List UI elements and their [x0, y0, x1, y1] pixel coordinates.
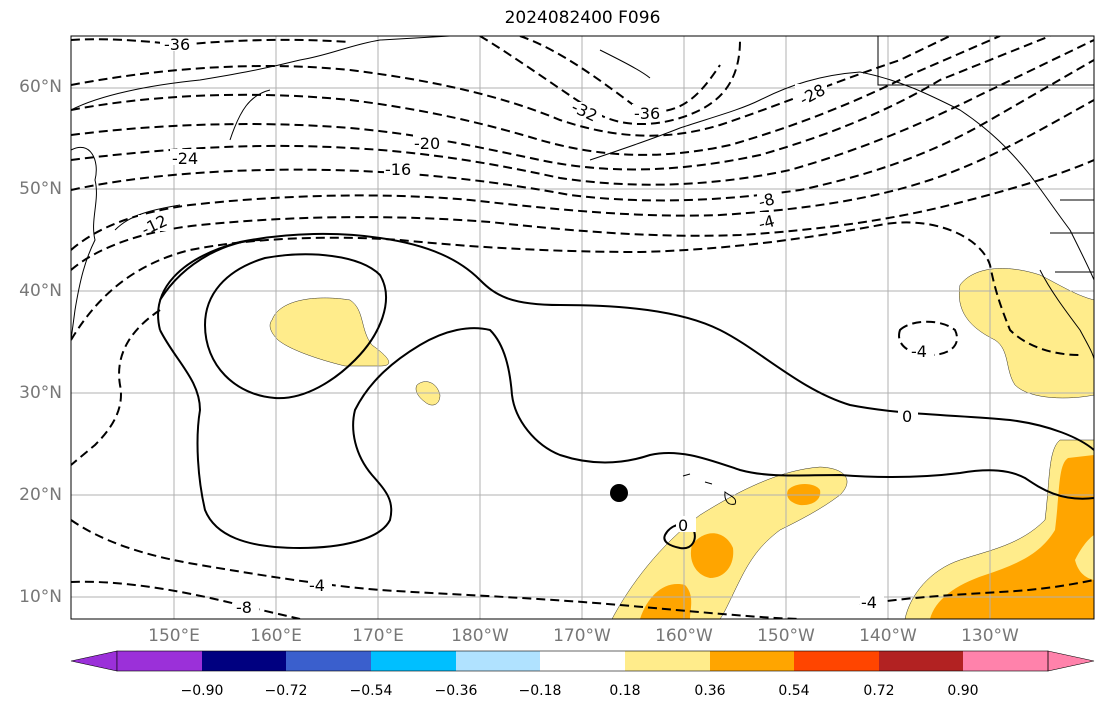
longitude-label: 180°W — [451, 626, 509, 646]
coast-border-2 — [1050, 199, 1094, 273]
graticule — [71, 36, 1094, 619]
colorbar-tick-label: −0.72 — [264, 683, 308, 699]
colorbar-tick-label: 0.90 — [947, 683, 979, 699]
colorbar-tick-label: −0.18 — [518, 683, 562, 699]
colorbar-segment — [625, 651, 710, 671]
latitude-label: 20°N — [19, 485, 62, 505]
contour-label: 0 — [902, 407, 912, 426]
coast-alaska — [599, 49, 1094, 281]
colorbar-tick-label: −0.54 — [349, 683, 393, 699]
colorbar-tick-label: −0.36 — [434, 683, 478, 699]
contour-neg4-loop-east — [898, 320, 958, 357]
shaded-anomaly-areas — [269, 268, 1094, 619]
contour-label: -8 — [756, 189, 776, 211]
coast-hawaii — [682, 473, 737, 505]
contour-neg16 — [71, 59, 1094, 202]
colorbar-extend-low — [70, 650, 118, 672]
contour-neg4-west — [71, 221, 1081, 356]
shade-yellow-west — [269, 297, 390, 367]
coastlines — [71, 36, 1094, 505]
contour-label: -4 — [756, 211, 776, 233]
contour-neg4-west-lower — [71, 309, 161, 466]
coast-north-america — [1039, 269, 1094, 361]
longitude-label: 140°W — [859, 626, 917, 646]
contour-labels: -36 -32 -36 -28 -24 -20 -16 -12 -8 -4 -4… — [138, 35, 934, 617]
contour-neg36 — [71, 38, 351, 47]
contour-neg12 — [71, 99, 1094, 251]
colorbar-tick-label: 0.72 — [863, 683, 895, 699]
plot-frame — [70, 35, 1095, 620]
contour-zero-west-inner — [203, 253, 387, 400]
shade-pale-southeast — [1075, 535, 1094, 580]
colorbar-outline — [116, 650, 1049, 672]
contour-label: -16 — [385, 160, 411, 179]
coast-border — [877, 36, 1094, 86]
longitude-label: 150°W — [757, 626, 815, 646]
longitude-label: 160°W — [655, 626, 713, 646]
contour-label: -20 — [414, 134, 440, 153]
colorbar-tick-label: −0.90 — [180, 683, 224, 699]
colorbar-segment — [371, 651, 456, 671]
colorbar-segment — [879, 651, 963, 671]
contour-neg28a — [71, 36, 951, 137]
contour-zero-loop — [159, 239, 1094, 550]
contour-label: -4 — [861, 593, 877, 612]
shade-yellow-east — [959, 268, 1094, 399]
latitude-label: 50°N — [19, 179, 62, 199]
colorbar — [70, 650, 1095, 672]
contour-neg36b — [519, 36, 721, 113]
contour-neg4-south-2 — [859, 579, 1094, 606]
latitude-label: 10°N — [19, 587, 62, 607]
contour-label: -8 — [236, 598, 252, 617]
map-title: 2024082400 F096 — [504, 8, 661, 28]
contour-neg24 — [71, 36, 1051, 171]
contour-label: -24 — [172, 149, 198, 168]
contour-neg20 — [71, 39, 1094, 186]
contour-label: -36 — [634, 104, 660, 123]
colorbar-segment — [456, 651, 540, 671]
zero-contours — [157, 232, 1094, 550]
contour-label: -4 — [911, 342, 927, 361]
longitude-label: 160°E — [250, 626, 302, 646]
longitude-label: 170°W — [553, 626, 611, 646]
colorbar-tick-label: 0.36 — [694, 683, 726, 699]
contour-neg32 — [479, 36, 741, 125]
colorbar-segment — [117, 651, 202, 671]
longitude-label: 130°W — [961, 626, 1019, 646]
colorbar-segment — [286, 651, 371, 671]
coast-aleutians — [589, 71, 861, 161]
colorbar-segment — [202, 651, 286, 671]
colorbar-tick-label: 0.54 — [778, 683, 810, 699]
contour-neg28b — [71, 36, 1001, 156]
latitude-label: 60°N — [19, 77, 62, 97]
storm-position-dot — [610, 484, 628, 502]
latitude-label: 30°N — [19, 383, 62, 403]
longitude-label: 170°E — [352, 626, 404, 646]
contour-label: -36 — [164, 35, 190, 54]
colorbar-segment — [963, 651, 1048, 671]
contour-neg8-south — [71, 580, 301, 619]
contour-label: -32 — [569, 97, 601, 125]
colorbar-segment — [710, 651, 794, 671]
colorbar-segment — [540, 651, 625, 671]
shade-orange-southeast — [930, 455, 1094, 619]
contour-label: -4 — [309, 576, 325, 595]
coast-asia — [71, 36, 451, 341]
contour-label: 0 — [678, 516, 688, 535]
colorbar-tick-label: 0.18 — [609, 683, 641, 699]
colorbar-segment — [794, 651, 879, 671]
latitude-label: 40°N — [19, 281, 62, 301]
longitude-label: 150°E — [148, 626, 200, 646]
colorbar-extend-high — [1047, 650, 1095, 672]
shade-orange-south-1 — [690, 533, 734, 578]
contour-neg4-south — [71, 519, 801, 619]
contour-zero-west — [157, 232, 1094, 451]
dashed-contours — [71, 36, 1094, 619]
